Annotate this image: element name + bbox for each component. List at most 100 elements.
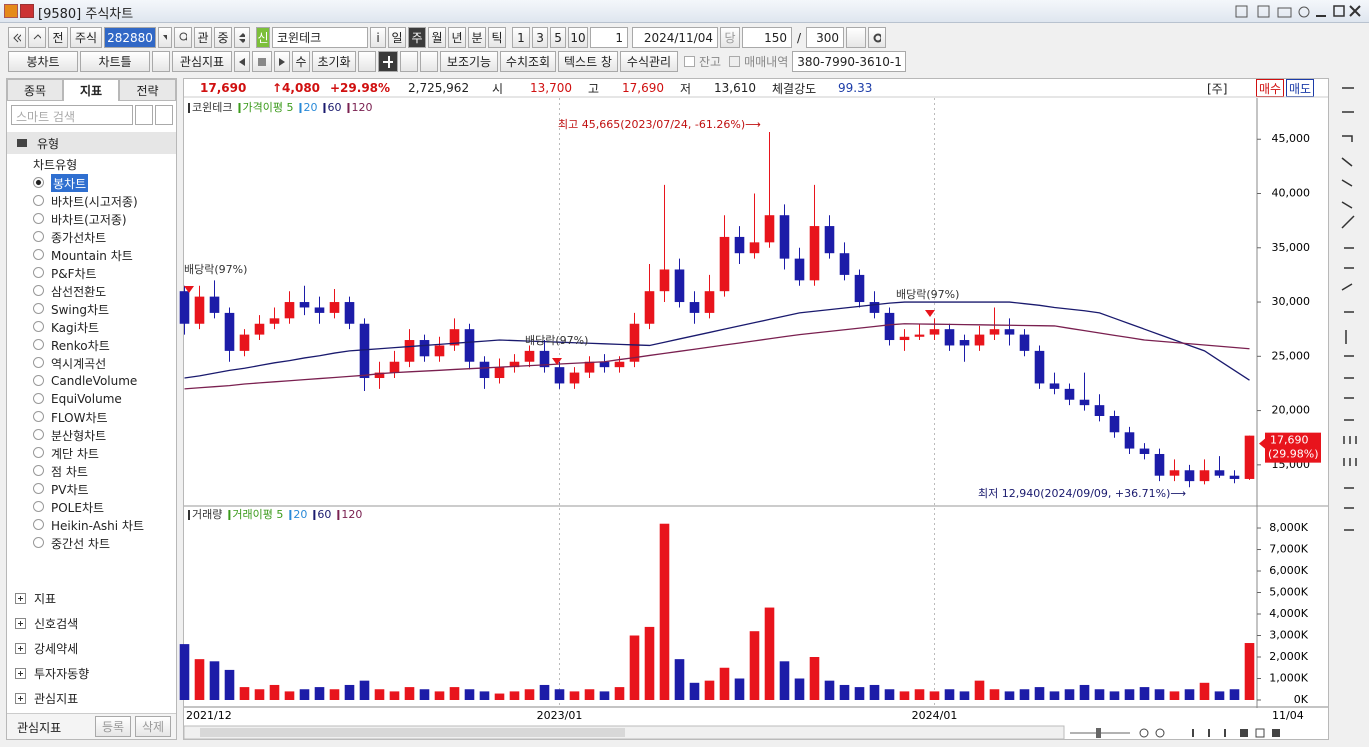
spin-button[interactable]	[234, 27, 250, 48]
candle-button[interactable]: 봉차트	[8, 51, 78, 72]
aux-button[interactable]: 보조기능	[440, 51, 498, 72]
tool-button[interactable]	[420, 51, 438, 72]
chart-type[interactable]: 역시계곡선	[51, 356, 107, 371]
search-button[interactable]	[135, 105, 153, 125]
radio[interactable]	[33, 357, 44, 368]
info-button[interactable]: i	[370, 27, 386, 48]
help-icon[interactable]	[20, 4, 34, 18]
n10-button[interactable]: 10	[568, 27, 588, 48]
market-button[interactable]: 전	[48, 27, 68, 48]
right-toolbar[interactable]	[1334, 78, 1364, 740]
chart-type[interactable]: 분산형차트	[51, 428, 107, 443]
chart-type[interactable]: 계단 차트	[51, 446, 99, 461]
section-header[interactable]: 유형	[7, 132, 176, 154]
tab[interactable]: 전략	[119, 79, 176, 101]
total-input[interactable]: 300	[806, 27, 844, 48]
watch-button[interactable]: 관심지표	[172, 51, 232, 72]
chart-type[interactable]: Swing차트	[51, 302, 110, 317]
folder[interactable]: 신호검색	[15, 615, 78, 632]
chart-type[interactable]: Kagi차트	[51, 320, 100, 335]
week-button[interactable]: 주	[408, 27, 426, 48]
chart-type[interactable]: EquiVolume	[51, 392, 122, 406]
code-dropdown[interactable]	[158, 27, 172, 48]
trades-check[interactable]: 매매내역	[729, 53, 788, 70]
prev-button[interactable]	[8, 27, 26, 48]
n5-button[interactable]: 5	[550, 27, 566, 48]
radio[interactable]	[33, 519, 44, 530]
fav-button[interactable]: 관	[194, 27, 212, 48]
tick-button[interactable]: 틱	[488, 27, 506, 48]
chart-type[interactable]: 중간선 차트	[51, 536, 111, 551]
stock-name[interactable]: 코윈테크	[272, 27, 368, 48]
radio[interactable]	[33, 465, 44, 476]
current-button[interactable]: 당	[720, 27, 740, 48]
folder[interactable]: 지표	[15, 590, 56, 607]
textwin-button[interactable]: 텍스트 창	[558, 51, 618, 72]
tool-button[interactable]	[358, 51, 376, 72]
remove-button[interactable]: 삭제	[135, 716, 171, 737]
play-button[interactable]	[274, 51, 290, 72]
tool-button[interactable]	[400, 51, 418, 72]
zoom-button[interactable]	[846, 27, 866, 48]
reset-button[interactable]: 초기화	[312, 51, 356, 72]
lookup-button[interactable]: 수치조회	[500, 51, 556, 72]
chart-type[interactable]: Renko차트	[51, 338, 110, 353]
radio[interactable]	[33, 195, 44, 206]
mid-button[interactable]: 중	[214, 27, 232, 48]
minute-button[interactable]: 분	[468, 27, 486, 48]
chart-type[interactable]: 점 차트	[51, 464, 88, 479]
window-controls[interactable]	[1230, 3, 1362, 20]
n3-button[interactable]: 3	[532, 27, 548, 48]
chart-type[interactable]: 종가선차트	[51, 230, 107, 245]
stop-button[interactable]	[252, 51, 272, 72]
code-input[interactable]: 282880	[104, 27, 156, 48]
radio[interactable]	[33, 303, 44, 314]
chart-type[interactable]: 삼선전환도	[51, 284, 107, 299]
settings-button[interactable]	[868, 27, 886, 48]
day-button[interactable]: 일	[388, 27, 406, 48]
folder[interactable]: 관심지표	[15, 690, 78, 707]
kind-button[interactable]: 주식	[70, 27, 102, 48]
radio[interactable]	[33, 501, 44, 512]
chart-type[interactable]: POLE차트	[51, 500, 105, 515]
chart-type[interactable]: P&F차트	[51, 266, 97, 281]
scroll-thumb[interactable]	[200, 728, 625, 737]
search-input[interactable]: 스마트 검색	[11, 105, 133, 125]
chart-type[interactable]: 바차트(고저종)	[51, 212, 127, 227]
chart-type[interactable]: PV차트	[51, 482, 89, 497]
radio[interactable]	[33, 429, 44, 440]
chart-type[interactable]: 봉차트	[51, 174, 89, 192]
radio[interactable]	[33, 393, 44, 404]
balance-check[interactable]: 잔고	[684, 53, 721, 70]
chart-type[interactable]: Heikin-Ashi 차트	[51, 518, 144, 533]
radio[interactable]	[33, 447, 44, 458]
tab[interactable]: 종목	[7, 79, 63, 101]
radio[interactable]	[33, 177, 44, 188]
month-button[interactable]: 월	[428, 27, 446, 48]
account-select[interactable]: 380-7990-3610-1	[792, 51, 907, 72]
radio[interactable]	[33, 483, 44, 494]
move-button[interactable]	[378, 51, 398, 72]
radio[interactable]	[33, 213, 44, 224]
radio[interactable]	[33, 231, 44, 242]
count-input[interactable]: 150	[742, 27, 792, 48]
radio[interactable]	[33, 321, 44, 332]
unit-select[interactable]: 1	[590, 27, 628, 48]
formula-button[interactable]: 수식관리	[620, 51, 678, 72]
tab-active[interactable]: 지표	[63, 79, 119, 101]
radio[interactable]	[33, 411, 44, 422]
folder[interactable]: 강세약세	[15, 640, 78, 657]
num-button[interactable]: 수	[292, 51, 310, 72]
radio[interactable]	[33, 339, 44, 350]
search-button[interactable]	[174, 27, 192, 48]
expand-button[interactable]	[155, 105, 173, 125]
radio[interactable]	[33, 537, 44, 548]
add-button[interactable]: 등록	[95, 716, 131, 737]
chart-type[interactable]: FLOW차트	[51, 410, 108, 425]
chart-type[interactable]: Mountain 차트	[51, 248, 133, 263]
radio[interactable]	[33, 267, 44, 278]
folder[interactable]: 투자자동향	[15, 665, 89, 682]
frame-button[interactable]: 차트틀	[80, 51, 150, 72]
date-input[interactable]: 2024/11/04	[632, 27, 718, 48]
next-button[interactable]	[28, 27, 46, 48]
